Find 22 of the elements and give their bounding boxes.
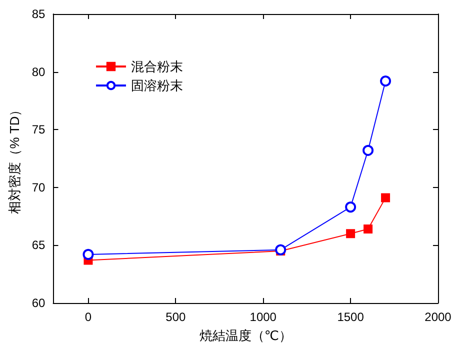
- y-axis-title: 相対密度（% TD）: [7, 103, 22, 214]
- legend-label: 固溶粉末: [131, 78, 183, 93]
- point: [346, 229, 356, 238]
- legend-label: 混合粉末: [131, 59, 183, 74]
- point: [362, 144, 374, 156]
- y-tick-label: 65: [32, 238, 46, 252]
- x-tick-label: 2000: [424, 310, 452, 324]
- y-tick-label: 75: [32, 122, 46, 137]
- y-tick-label: 80: [32, 64, 46, 79]
- point: [345, 202, 356, 213]
- point: [380, 76, 392, 87]
- point: [82, 248, 94, 260]
- x-axis-title: 焼結温度（℃）: [199, 328, 292, 343]
- y-tick-label: 60: [32, 296, 46, 310]
- point: [381, 193, 390, 202]
- x-tick-label: 500: [166, 310, 186, 324]
- y-tick-label: 70: [32, 180, 46, 194]
- x-tick-label: 0: [84, 310, 92, 324]
- x-tick-label: 1000: [250, 310, 277, 324]
- point: [364, 224, 373, 234]
- y-tick-label: 85: [32, 7, 46, 21]
- x-tick-label: 1500: [337, 310, 364, 324]
